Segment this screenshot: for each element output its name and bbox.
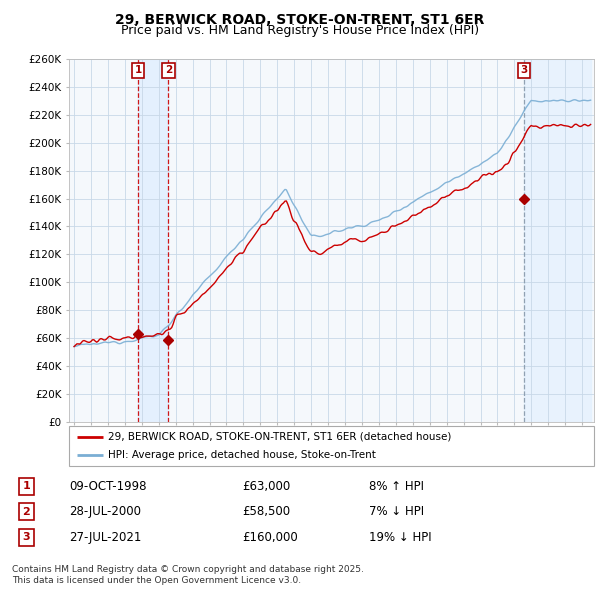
FancyBboxPatch shape [69, 426, 594, 466]
Text: 2: 2 [23, 507, 30, 517]
Text: 1: 1 [23, 481, 30, 491]
Text: £160,000: £160,000 [242, 531, 298, 544]
Text: 28-JUL-2000: 28-JUL-2000 [70, 505, 142, 519]
Text: 29, BERWICK ROAD, STOKE-ON-TRENT, ST1 6ER (detached house): 29, BERWICK ROAD, STOKE-ON-TRENT, ST1 6E… [109, 432, 452, 442]
Text: Price paid vs. HM Land Registry's House Price Index (HPI): Price paid vs. HM Land Registry's House … [121, 24, 479, 37]
Text: 3: 3 [23, 532, 30, 542]
Text: 29, BERWICK ROAD, STOKE-ON-TRENT, ST1 6ER: 29, BERWICK ROAD, STOKE-ON-TRENT, ST1 6E… [115, 13, 485, 27]
Text: £63,000: £63,000 [242, 480, 290, 493]
Bar [138, 59, 169, 422]
Text: 1: 1 [134, 65, 142, 75]
Text: 3: 3 [520, 65, 527, 75]
Text: £58,500: £58,500 [242, 505, 290, 519]
Text: 8% ↑ HPI: 8% ↑ HPI [369, 480, 424, 493]
Text: 27-JUL-2021: 27-JUL-2021 [70, 531, 142, 544]
Text: 19% ↓ HPI: 19% ↓ HPI [369, 531, 432, 544]
Text: 2: 2 [165, 65, 172, 75]
Text: HPI: Average price, detached house, Stoke-on-Trent: HPI: Average price, detached house, Stok… [109, 450, 376, 460]
Text: 7% ↓ HPI: 7% ↓ HPI [369, 505, 424, 519]
Bar [524, 59, 590, 422]
Text: 09-OCT-1998: 09-OCT-1998 [70, 480, 147, 493]
Text: Contains HM Land Registry data © Crown copyright and database right 2025.
This d: Contains HM Land Registry data © Crown c… [12, 565, 364, 585]
